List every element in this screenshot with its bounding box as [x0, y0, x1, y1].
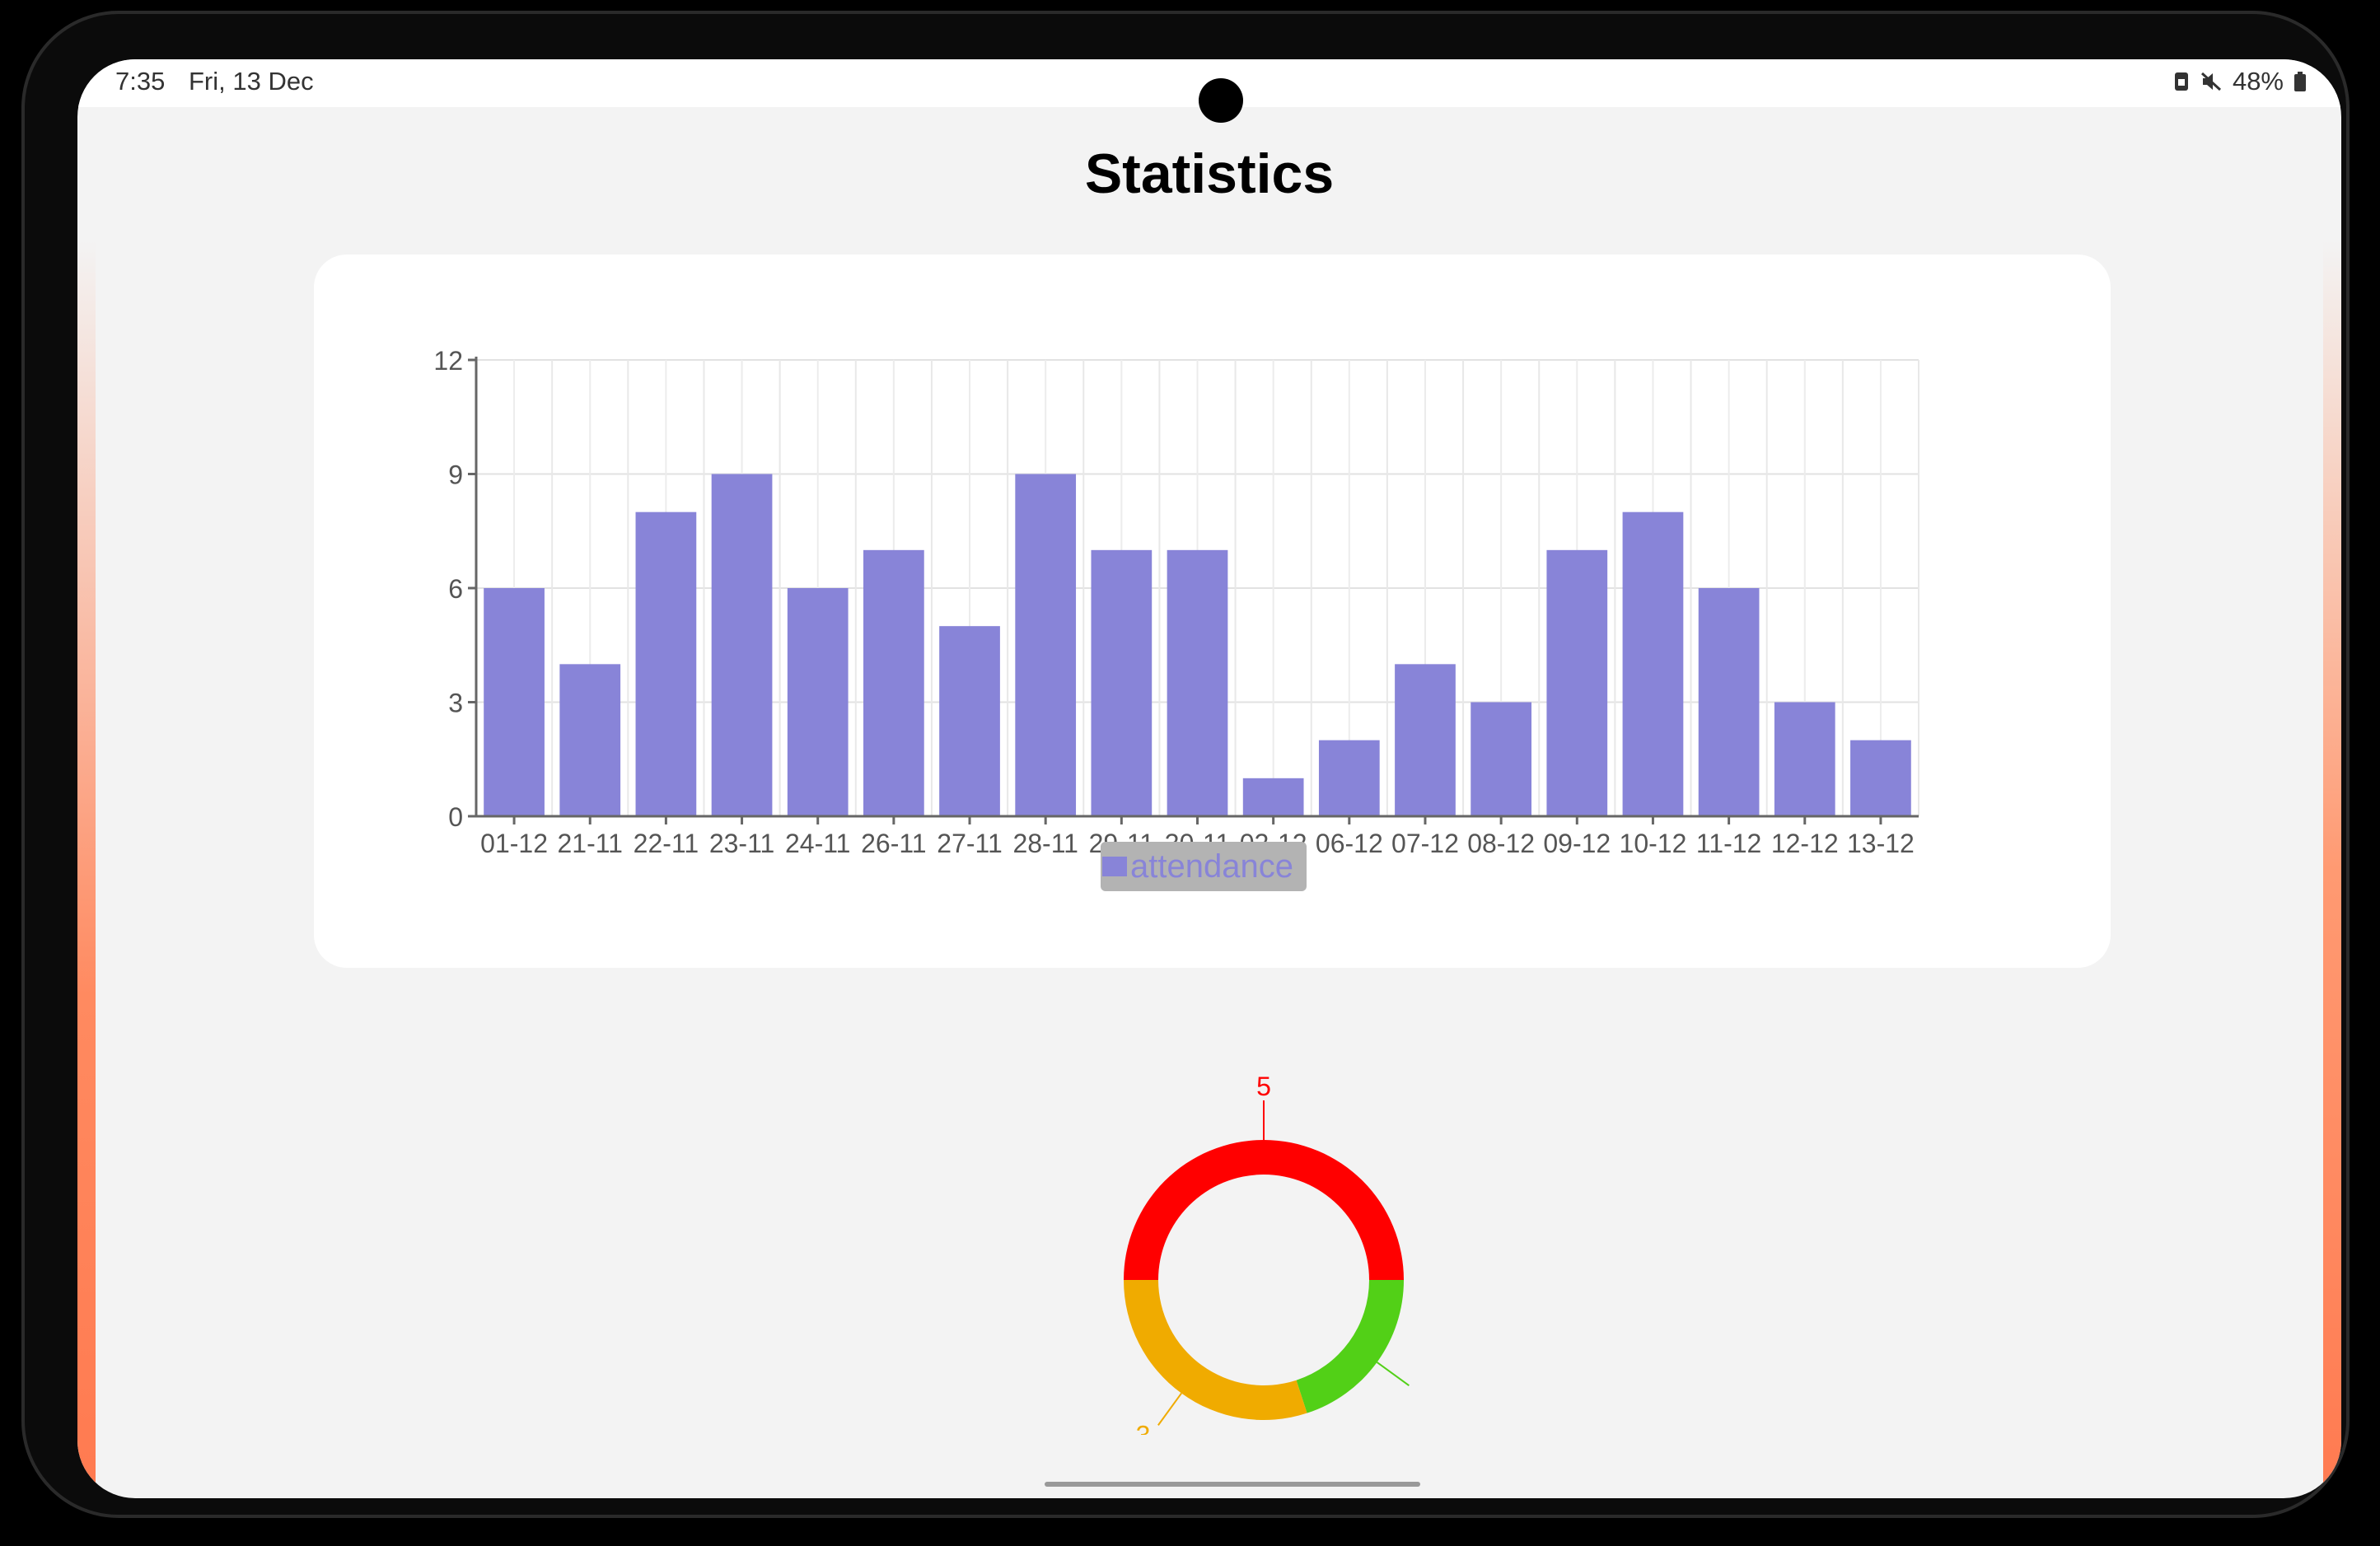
bar[interactable] [1015, 474, 1077, 817]
bar[interactable] [863, 549, 924, 816]
x-tick-label: 21-11 [558, 829, 623, 858]
battery-percent: 48% [2232, 67, 2284, 96]
y-tick-label: 0 [448, 802, 463, 832]
y-tick-label: 6 [448, 574, 463, 604]
donut-label-line [1376, 1362, 1410, 1386]
bar[interactable] [787, 588, 849, 816]
status-time: 7:35 [115, 67, 166, 96]
donut-value-label: 5 [1256, 1072, 1271, 1101]
x-tick-label: 09-12 [1543, 829, 1611, 858]
sim-icon [2174, 72, 2188, 91]
donut-slice[interactable] [1124, 1280, 1307, 1420]
tablet-frame: 7:35 Fri, 13 Dec 48% Statistics [21, 11, 2350, 1518]
bar[interactable] [1698, 588, 1760, 816]
x-tick-label: 22-11 [634, 829, 699, 858]
donut-slice[interactable] [1296, 1280, 1404, 1413]
y-tick-label: 12 [433, 346, 463, 376]
y-tick-label: 9 [448, 460, 463, 490]
left-edge-glow [77, 241, 96, 1498]
right-edge-glow [2323, 241, 2341, 1498]
bar[interactable] [1546, 549, 1608, 816]
attendance-bar-chart: 0 3 6 9 12 01-12 21-11 22-11 23-11 24-11 26-11 27-1… [433, 346, 1919, 858]
x-tick-label: 08-12 [1467, 829, 1535, 858]
bar[interactable] [939, 626, 1000, 816]
x-tick-label: 11-12 [1696, 829, 1761, 858]
bar[interactable] [1395, 664, 1456, 816]
home-indicator[interactable] [1045, 1482, 1420, 1487]
bar[interactable] [1622, 511, 1684, 816]
legend-swatch [1102, 857, 1127, 876]
donut-chart-container: 5 2 3 [1025, 1023, 1434, 1450]
attendance-chart-card: 0 3 6 9 12 01-12 21-11 22-11 23-11 24-11 26-11 27-1… [314, 255, 2111, 968]
x-tick-label: 26-11 [861, 829, 926, 858]
mute-icon [2200, 72, 2221, 91]
bar[interactable] [1242, 778, 1304, 816]
donut-value-label: 3 [1136, 1420, 1151, 1435]
x-tick-label: 24-11 [785, 829, 850, 858]
page-title: Statistics [1084, 142, 1335, 205]
x-tick-label: 10-12 [1620, 829, 1687, 858]
x-tick-label: 13-12 [1847, 829, 1915, 858]
bar[interactable] [1091, 549, 1153, 816]
screen: 7:35 Fri, 13 Dec 48% Statistics [77, 59, 2341, 1498]
x-tick-label: 27-11 [937, 829, 1002, 858]
bar[interactable] [484, 588, 545, 816]
x-tick-label: 07-12 [1391, 829, 1459, 858]
x-tick-label: 12-12 [1771, 829, 1839, 858]
x-tick-label: 01-12 [480, 829, 548, 858]
bar[interactable] [635, 511, 697, 816]
bar[interactable] [1774, 702, 1835, 817]
donut-label-line [1157, 1392, 1182, 1426]
bar[interactable] [559, 664, 621, 816]
status-date: Fri, 13 Dec [189, 67, 314, 96]
battery-icon [2294, 72, 2306, 91]
x-tick-label: 28-11 [1012, 829, 1078, 858]
bar[interactable] [1167, 549, 1228, 816]
donut-slice[interactable] [1124, 1140, 1404, 1280]
x-tick-label: 06-12 [1316, 829, 1383, 858]
bar[interactable] [711, 474, 773, 817]
x-tick-label: 23-11 [709, 829, 774, 858]
donut-value-label: 2 [1419, 1378, 1420, 1408]
bar[interactable] [1471, 702, 1531, 817]
legend-label: attendance [1130, 848, 1293, 885]
status-icons: 48% [2173, 67, 2307, 96]
y-tick-label: 3 [448, 689, 463, 718]
front-camera [1199, 78, 1243, 123]
status-donut-chart: 5 2 3 [1124, 1072, 1434, 1450]
bar[interactable] [1318, 740, 1380, 816]
chart-legend-attendance[interactable]: attendance [1101, 842, 1307, 891]
bar[interactable] [1850, 740, 1911, 816]
